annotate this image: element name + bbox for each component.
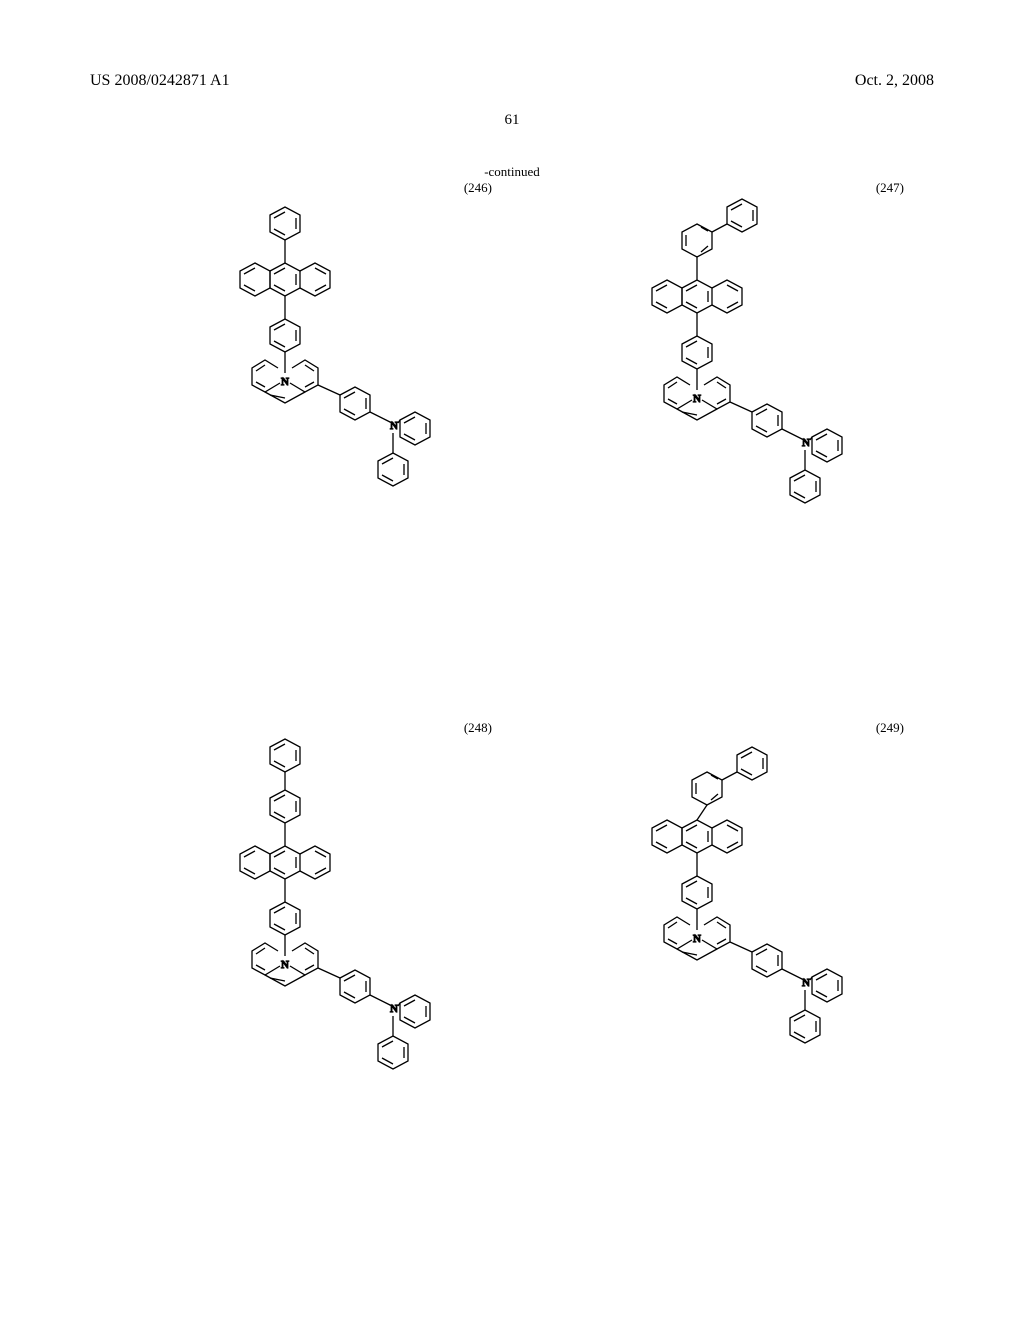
- structure-246: N N: [100, 195, 512, 735]
- svg-text:N: N: [802, 437, 810, 449]
- structure-248: N N: [100, 735, 512, 1275]
- compound-cell-246: (246) N N: [100, 175, 512, 715]
- page-number: 61: [0, 112, 1024, 129]
- compound-cell-249: (249) N N: [512, 715, 924, 1255]
- structure-247: N N: [512, 195, 924, 735]
- compound-label: (249): [876, 720, 904, 736]
- svg-text:N: N: [693, 393, 701, 405]
- compound-cell-248: (248) N N: [100, 715, 512, 1255]
- svg-text:N: N: [390, 1003, 398, 1015]
- svg-text:N: N: [802, 977, 810, 989]
- svg-text:N: N: [281, 959, 289, 971]
- compound-label: (247): [876, 180, 904, 196]
- svg-text:N: N: [693, 933, 701, 945]
- document-number: US 2008/0242871 A1: [90, 72, 230, 90]
- svg-text:N: N: [390, 420, 398, 432]
- structure-249: N N: [512, 735, 924, 1275]
- compound-label: (246): [464, 180, 492, 196]
- compound-grid: (246) N N (247) N N (248) N: [100, 175, 924, 1255]
- svg-text:N: N: [281, 376, 289, 388]
- compound-label: (248): [464, 720, 492, 736]
- compound-cell-247: (247) N N: [512, 175, 924, 715]
- document-date: Oct. 2, 2008: [855, 72, 934, 90]
